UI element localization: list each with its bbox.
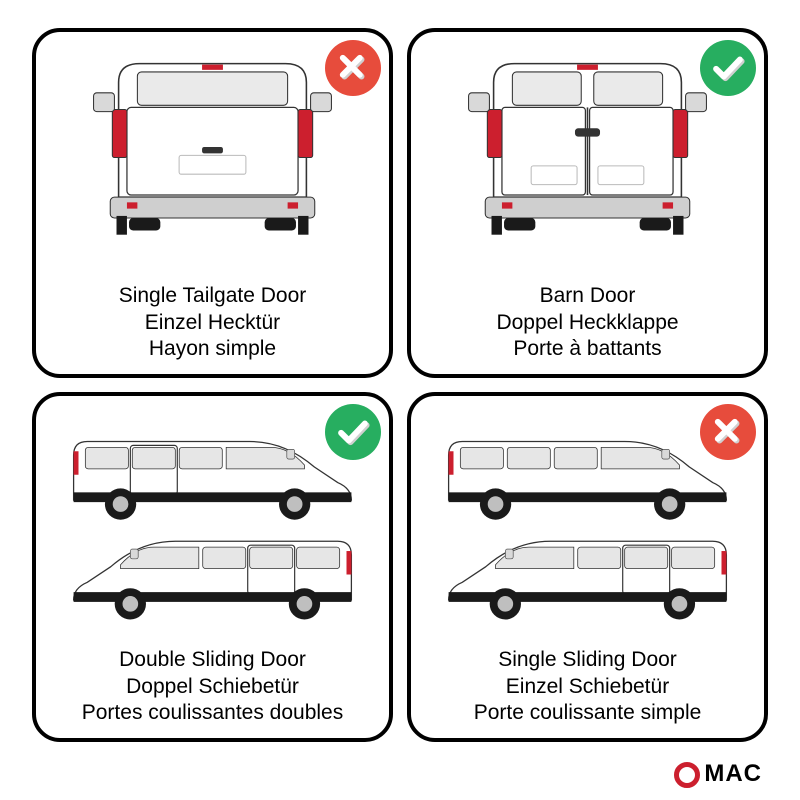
- label-en: Barn Door: [496, 283, 678, 309]
- option-card-single-sliding: Single Sliding Door Einzel Schiebetür Po…: [407, 392, 768, 742]
- label-fr: Hayon simple: [119, 336, 307, 362]
- status-badge-not-compatible: [700, 404, 756, 460]
- option-card-barn-door: Barn Door Doppel Heckklappe Porte à batt…: [407, 28, 768, 378]
- label-fr: Portes coulissantes doubles: [82, 700, 344, 726]
- label-de: Einzel Hecktür: [119, 310, 307, 336]
- status-badge-compatible: [325, 404, 381, 460]
- check-icon: [711, 51, 745, 85]
- label-en: Single Sliding Door: [474, 647, 702, 673]
- label-block: Single Sliding Door Einzel Schiebetür Po…: [474, 647, 702, 726]
- label-block: Single Tailgate Door Einzel Hecktür Hayo…: [119, 283, 307, 362]
- brand-o-icon: [674, 762, 700, 788]
- label-de: Einzel Schiebetür: [474, 674, 702, 700]
- compatibility-grid: Single Tailgate Door Einzel Hecktür Hayo…: [0, 0, 800, 800]
- label-de: Doppel Schiebetür: [82, 674, 344, 700]
- check-icon: [336, 415, 370, 449]
- label-fr: Porte coulissante simple: [474, 700, 702, 726]
- status-badge-not-compatible: [325, 40, 381, 96]
- x-icon: [336, 51, 370, 85]
- brand-logo: MAC: [674, 760, 762, 788]
- x-icon: [711, 415, 745, 449]
- label-block: Barn Door Doppel Heckklappe Porte à batt…: [496, 283, 678, 362]
- label-en: Single Tailgate Door: [119, 283, 307, 309]
- brand-text: MAC: [704, 760, 762, 788]
- status-badge-compatible: [700, 40, 756, 96]
- label-en: Double Sliding Door: [82, 647, 344, 673]
- option-card-single-tailgate: Single Tailgate Door Einzel Hecktür Hayo…: [32, 28, 393, 378]
- label-fr: Porte à battants: [496, 336, 678, 362]
- label-block: Double Sliding Door Doppel Schiebetür Po…: [82, 647, 344, 726]
- label-de: Doppel Heckklappe: [496, 310, 678, 336]
- option-card-double-sliding: Double Sliding Door Doppel Schiebetür Po…: [32, 392, 393, 742]
